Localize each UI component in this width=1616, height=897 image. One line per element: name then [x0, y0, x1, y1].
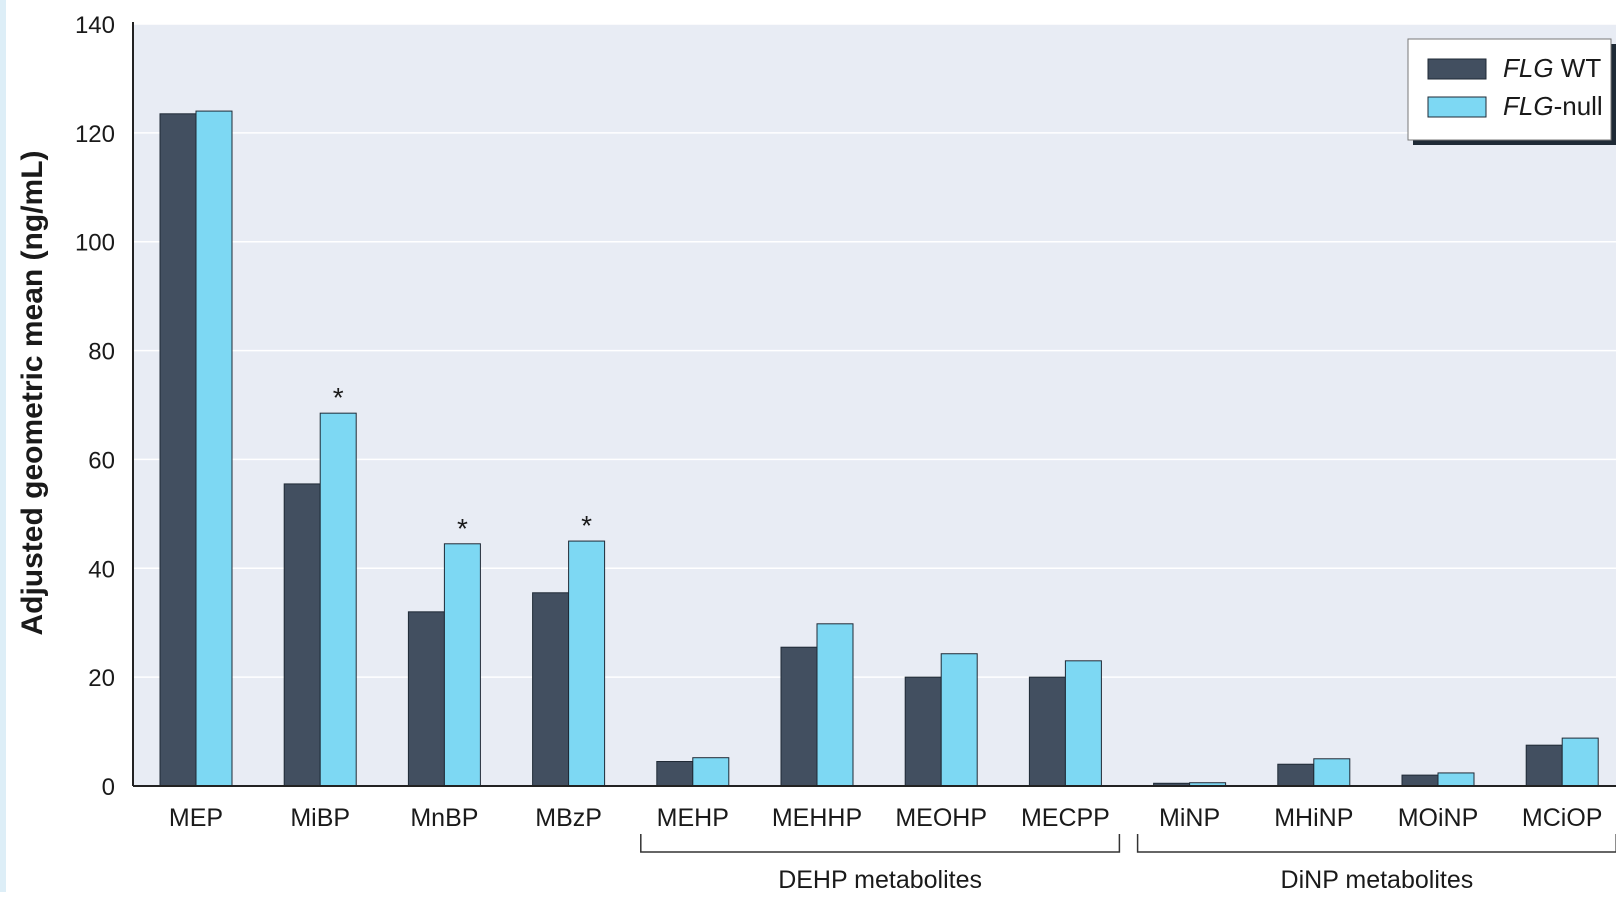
- group-label-dinp-metabolites: DiNP metabolites: [1281, 866, 1474, 892]
- bar-flg-wt-meohp: [904, 676, 942, 787]
- y-tick-40: 40: [88, 556, 115, 583]
- bar-flg-wt-mecpp: [1028, 676, 1066, 787]
- significance-star-mnbp: *: [457, 513, 468, 544]
- legend-box: [1407, 38, 1612, 141]
- bar-flg-null-mciop: [1561, 737, 1599, 787]
- y-tick-60: 60: [88, 447, 115, 474]
- significance-star-mbzp: *: [581, 510, 592, 541]
- legend-swatch-flg-wt: [1427, 58, 1487, 80]
- x-tick-moinp: MOiNP: [1398, 804, 1479, 832]
- group-brackets: DEHP metabolites DiNP metabolites: [640, 834, 1616, 894]
- x-tick-mhinp: MHiNP: [1274, 804, 1353, 832]
- bar-flg-null-meohp: [940, 653, 978, 787]
- bar-flg-null-mbzp: [568, 540, 606, 787]
- legend-label-suffix: -null: [1554, 91, 1603, 121]
- x-tick-mnbp: MnBP: [410, 804, 478, 832]
- bar-flg-null-mehp: [692, 757, 730, 787]
- bar-flg-wt-mbzp: [532, 592, 570, 787]
- y-tick-20: 20: [88, 665, 115, 692]
- bar-flg-wt-mnbp: [407, 611, 445, 787]
- x-tick-minp: MiNP: [1159, 804, 1220, 832]
- bar-flg-wt-mhinp: [1277, 763, 1315, 787]
- y-tick-80: 80: [88, 339, 115, 366]
- bar-flg-null-moinp: [1437, 772, 1475, 787]
- y-tick-labels: 0 20 40 60 80 100 120 140: [75, 12, 115, 801]
- significance-markers: * * *: [333, 382, 592, 544]
- bar-flg-wt-mehhp: [780, 646, 818, 787]
- bar-flg-null-mhinp: [1313, 758, 1351, 787]
- x-tick-meohp: MEOHP: [895, 804, 987, 832]
- x-tick-mciop: MCiOP: [1522, 804, 1603, 832]
- y-tick-0: 0: [102, 774, 115, 801]
- axes: [132, 22, 1616, 787]
- bar-flg-null-mehhp: [816, 623, 854, 787]
- legend-label-flg-wt: FLG WT: [1503, 53, 1601, 83]
- bar-flg-wt-mciop: [1525, 744, 1563, 787]
- gridlines: [133, 23, 1616, 678]
- significance-star-mibp: *: [333, 382, 344, 413]
- bar-flg-null-mibp: [319, 412, 357, 787]
- plot-area: [133, 24, 1616, 786]
- x-tick-mbzp: MBzP: [535, 804, 602, 832]
- y-tick-100: 100: [75, 230, 115, 257]
- bar-flg-null-mecpp: [1064, 660, 1102, 787]
- bar-flg-null-mep: [195, 110, 233, 787]
- bar-flg-wt-mibp: [283, 483, 321, 787]
- y-axis-label: Adjusted geometric mean (ng/mL): [16, 150, 49, 635]
- bar-flg-wt-mehp: [656, 761, 694, 787]
- bar-flg-wt-moinp: [1401, 774, 1439, 787]
- legend-label-italic-part: FLG: [1503, 91, 1554, 121]
- bracket-dinp-metabolites: [1136, 834, 1616, 853]
- x-tick-mibp: MiBP: [290, 804, 350, 832]
- x-tick-mehhp: MEHHP: [772, 804, 862, 832]
- x-tick-mecpp: MECPP: [1021, 804, 1110, 832]
- legend-label-italic-part: FLG: [1503, 53, 1554, 83]
- bracket-dehp-metabolites: [640, 834, 1121, 853]
- group-label-dehp-metabolites: DEHP metabolites: [778, 866, 982, 892]
- legend-label-suffix: WT: [1554, 53, 1602, 83]
- legend-label-flg-null: FLG-null: [1503, 91, 1603, 121]
- bar-flg-null-mnbp: [443, 543, 481, 787]
- x-tick-mehp: MEHP: [657, 804, 729, 832]
- y-tick-120: 120: [75, 121, 115, 148]
- x-tick-labels: MEP MiBP MnBP MBzP MEHP MEHHP MEOHP MECPP MiNP MH…: [169, 804, 1603, 832]
- y-tick-140: 140: [75, 12, 115, 39]
- left-edge-strip: [0, 0, 6, 892]
- x-tick-mep: MEP: [169, 804, 223, 832]
- legend-swatch-flg-null: [1427, 96, 1487, 118]
- bar-flg-wt-mep: [159, 113, 197, 787]
